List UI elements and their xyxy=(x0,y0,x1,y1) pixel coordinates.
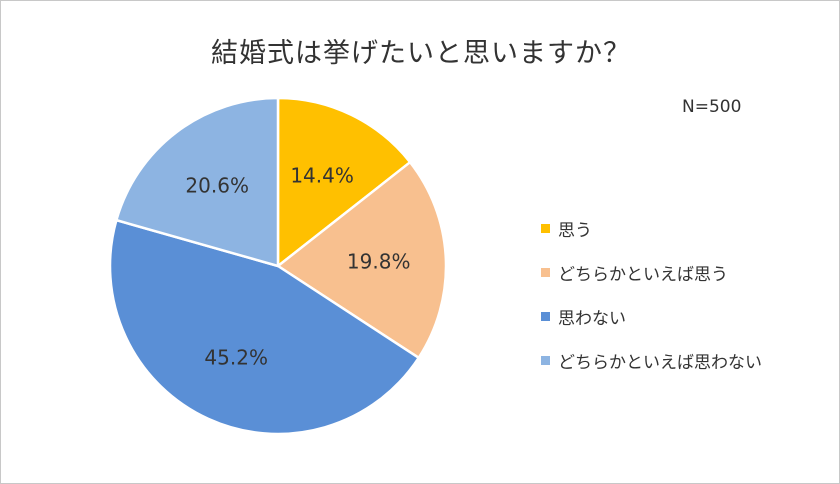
legend-item: 思わない xyxy=(541,305,762,329)
pie-slice xyxy=(275,160,448,360)
legend-label: 思う xyxy=(558,220,592,241)
chart-title: 結婚式は挙げたいと思いますか？ xyxy=(211,38,631,69)
legend-item: どちらかといえば思わない xyxy=(541,349,762,373)
legend-swatch xyxy=(541,223,550,233)
sample-size-note: N=500 xyxy=(682,97,742,117)
slice-data-label: 20.6% xyxy=(185,174,249,198)
legend-item: 思う xyxy=(541,217,762,241)
chart-legend: 思う どちらかといえば思う 思わない どちらかといえば思わない xyxy=(541,217,762,393)
pie-slice xyxy=(108,218,421,436)
pie-slice xyxy=(114,96,280,268)
pie-slice xyxy=(276,96,412,269)
legend-label: 思わない xyxy=(558,308,626,329)
slice-data-label: 45.2% xyxy=(204,346,268,370)
legend-label: どちらかといえば思う xyxy=(558,264,728,285)
slice-data-label: 19.8% xyxy=(347,250,411,274)
legend-label: どちらかといえば思わない xyxy=(558,352,762,373)
legend-swatch xyxy=(541,311,550,321)
legend-swatch xyxy=(541,355,550,365)
legend-swatch xyxy=(541,267,550,277)
legend-item: どちらかといえば思う xyxy=(541,261,762,285)
slice-data-label: 14.4% xyxy=(290,163,354,187)
